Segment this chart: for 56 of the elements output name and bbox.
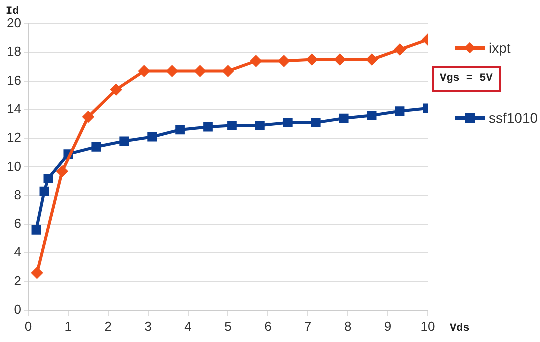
point xyxy=(148,132,157,142)
x-tick-label: 1 xyxy=(64,318,72,334)
x-tick-label: 5 xyxy=(224,318,232,334)
y-tick-label: 18 xyxy=(6,44,22,60)
y-axis-title: Id xyxy=(6,6,20,18)
point xyxy=(367,110,377,120)
point xyxy=(176,125,185,135)
point xyxy=(283,118,293,128)
point xyxy=(339,114,349,124)
point xyxy=(194,66,206,77)
point xyxy=(138,66,150,77)
point xyxy=(278,56,290,67)
point xyxy=(395,106,405,116)
point xyxy=(32,268,43,279)
x-tick-label: 7 xyxy=(304,318,312,334)
point xyxy=(56,166,68,177)
x-tick-label: 6 xyxy=(264,318,272,334)
point xyxy=(110,84,122,96)
point xyxy=(204,122,213,132)
point xyxy=(120,136,130,146)
x-tick-label: 10 xyxy=(420,318,436,334)
x-tick-label: 0 xyxy=(24,318,32,334)
point xyxy=(311,118,321,128)
point xyxy=(40,186,50,196)
y-tick-label: 12 xyxy=(6,130,22,146)
y-tick-label: 0 xyxy=(14,302,22,317)
point xyxy=(250,56,262,67)
legend-label: ssf1010 xyxy=(489,110,538,126)
x-axis-title: Vds xyxy=(450,323,470,336)
legend-label: ixpt xyxy=(489,40,511,56)
x-tick-label: 8 xyxy=(344,318,352,334)
y-tick-label: 4 xyxy=(14,244,22,260)
y-tick-label: 8 xyxy=(14,187,22,202)
x-tick-label: 3 xyxy=(144,318,152,334)
point xyxy=(306,54,318,66)
y-tick-label: 10 xyxy=(6,158,22,174)
point xyxy=(394,44,406,56)
x-tick-label: 2 xyxy=(104,318,112,334)
point xyxy=(166,66,178,77)
point xyxy=(44,174,54,184)
y-tick-label: 16 xyxy=(6,72,22,88)
x-tick-label: 9 xyxy=(384,318,392,334)
y-tick-label: 2 xyxy=(14,273,22,288)
point xyxy=(32,226,42,235)
y-tick-label: 6 xyxy=(14,216,22,232)
point xyxy=(228,120,237,130)
point xyxy=(82,112,94,123)
point xyxy=(92,142,102,152)
y-tick-label: 20 xyxy=(6,16,22,31)
y-tick-label: 14 xyxy=(6,102,22,116)
point xyxy=(366,54,378,66)
point xyxy=(334,54,346,66)
text: Vgs = 5V xyxy=(432,66,501,92)
point xyxy=(256,120,265,130)
point xyxy=(222,66,234,77)
x-tick-label: 4 xyxy=(184,318,192,334)
